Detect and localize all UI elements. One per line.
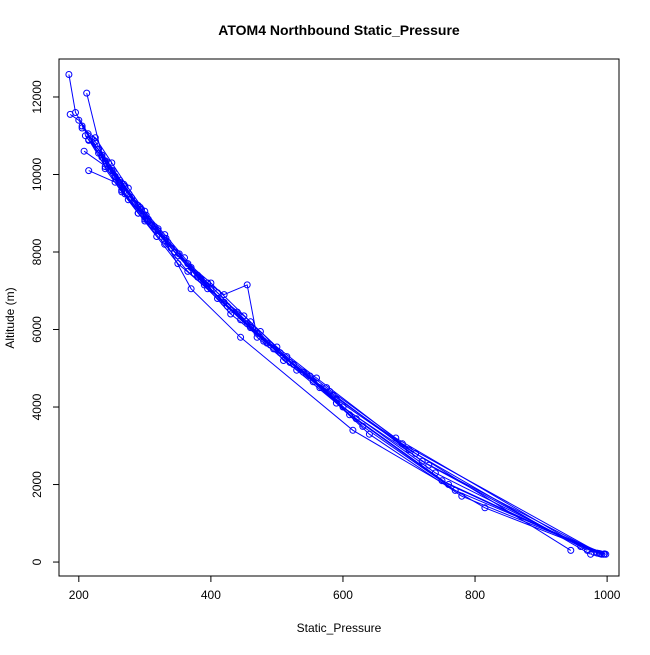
data-point xyxy=(142,211,150,219)
data-point xyxy=(256,328,264,335)
data-point xyxy=(243,281,251,289)
data-point xyxy=(223,302,231,310)
data-point xyxy=(583,546,591,554)
series-line xyxy=(88,140,606,555)
data-point xyxy=(187,285,195,293)
data-point xyxy=(154,225,162,233)
series-line xyxy=(83,150,572,551)
x-axis-label: Static_Pressure xyxy=(297,621,382,635)
data-point xyxy=(359,422,367,430)
data-point xyxy=(85,136,93,144)
data-point xyxy=(109,167,117,175)
x-tick-label: 200 xyxy=(69,588,89,602)
series-line xyxy=(81,125,581,547)
y-tick-label: 2000 xyxy=(30,471,44,498)
data-point xyxy=(175,250,183,258)
y-tick-label: 6000 xyxy=(30,316,44,343)
data-point xyxy=(72,109,79,116)
data-point xyxy=(237,333,245,341)
data-point xyxy=(309,378,317,386)
data-point xyxy=(349,426,357,434)
series-profile-12 xyxy=(85,136,610,558)
x-tick-label: 800 xyxy=(465,588,485,602)
data-point xyxy=(567,546,575,554)
y-tick-label: 8000 xyxy=(30,238,44,265)
data-point xyxy=(184,260,192,268)
data-point xyxy=(144,215,152,223)
x-tick-label: 400 xyxy=(201,588,221,602)
y-tick-label: 0 xyxy=(30,558,44,565)
data-point xyxy=(220,291,228,299)
data-point xyxy=(154,227,162,235)
data-point xyxy=(138,205,145,213)
data-point xyxy=(65,71,73,78)
data-point xyxy=(481,504,489,512)
series-layer xyxy=(65,71,610,558)
data-point xyxy=(329,391,337,399)
data-point xyxy=(136,203,144,211)
data-point xyxy=(197,275,205,283)
data-point xyxy=(451,486,459,494)
x-tick-label: 600 xyxy=(333,588,353,602)
data-point xyxy=(184,267,192,275)
data-point xyxy=(412,450,420,457)
x-tick-label: 1000 xyxy=(594,588,621,602)
data-point xyxy=(85,167,93,175)
axes-layer: 200 400 600 800 1000020004000600080001000012… xyxy=(30,80,621,602)
y-tick-label: 12000 xyxy=(30,80,44,114)
data-point xyxy=(332,399,340,407)
data-point xyxy=(95,145,103,153)
data-point xyxy=(91,138,99,145)
data-point xyxy=(80,147,88,155)
data-point xyxy=(125,190,133,198)
plot-frame xyxy=(58,58,620,577)
data-point xyxy=(121,182,129,190)
data-point xyxy=(207,285,215,293)
data-point xyxy=(247,324,254,332)
data-point xyxy=(602,550,610,558)
data-point xyxy=(438,477,446,485)
data-point xyxy=(120,180,128,188)
data-point xyxy=(270,345,278,353)
data-point xyxy=(346,411,354,419)
data-point xyxy=(595,550,603,557)
y-tick-label: 10000 xyxy=(30,157,44,191)
data-point xyxy=(78,122,86,130)
data-point xyxy=(83,89,91,97)
data-point xyxy=(289,360,297,368)
chart-title: ATOM4 Northbound Static_Pressure xyxy=(218,22,460,38)
data-point xyxy=(237,316,245,324)
y-tick-label: 4000 xyxy=(30,393,44,420)
data-point xyxy=(227,310,235,318)
y-axis-label: Altitude (m) xyxy=(3,287,17,348)
data-point xyxy=(162,234,170,242)
